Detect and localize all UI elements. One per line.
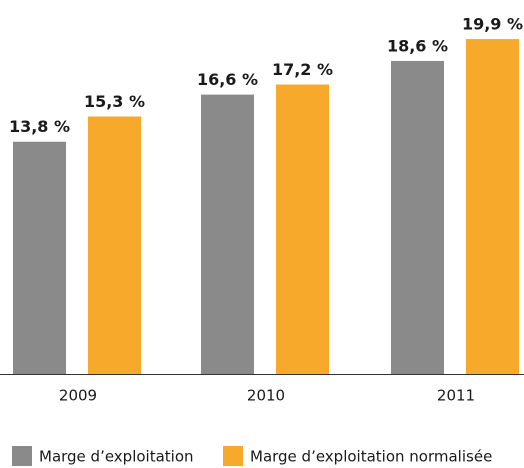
legend-swatch — [223, 446, 243, 466]
x-tick-label: 2010 — [247, 387, 285, 405]
bar — [13, 141, 66, 374]
value-label: 15,3 % — [84, 92, 145, 111]
value-label: 19,9 % — [462, 15, 523, 34]
legend-swatch — [12, 446, 32, 466]
bar — [276, 84, 329, 375]
bar — [466, 39, 519, 374]
x-tick-label: 2011 — [437, 387, 475, 405]
legend-label: Marge d’exploitation normalisée — [250, 448, 492, 466]
bar — [391, 60, 444, 374]
x-tick-label: 2009 — [59, 387, 97, 405]
value-label: 17,2 % — [272, 60, 333, 79]
value-label: 16,6 % — [197, 70, 258, 89]
legend-label: Marge d’exploitation — [39, 448, 194, 466]
bar — [88, 116, 141, 374]
bar — [201, 94, 254, 374]
value-label: 13,8 % — [9, 117, 70, 136]
value-label: 18,6 % — [387, 36, 448, 55]
